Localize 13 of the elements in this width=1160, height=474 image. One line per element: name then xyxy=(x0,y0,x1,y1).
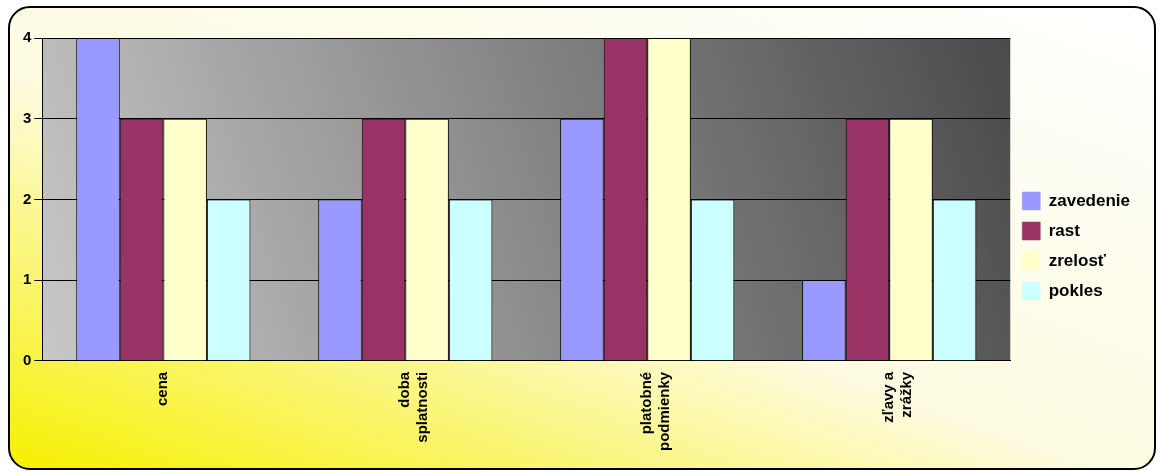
legend-label: zavedenie xyxy=(1048,190,1130,210)
legend-label: zrelosť xyxy=(1048,250,1107,270)
x-tick-label: doba splatnosti xyxy=(395,371,431,443)
legend-label: pokles xyxy=(1048,280,1103,300)
legend-label: rast xyxy=(1048,220,1081,240)
y-tick-label: 4 xyxy=(23,28,32,46)
x-tick-label: platobné podmienky xyxy=(637,371,673,452)
y-tick-label: 2 xyxy=(23,189,32,207)
y-tick-label: 1 xyxy=(23,270,32,288)
x-tick-label: zľavy a zrážky xyxy=(879,371,915,423)
y-tick-label: 3 xyxy=(23,108,32,126)
y-tick-label: 0 xyxy=(23,350,32,368)
x-tick-label: cena xyxy=(153,371,171,407)
